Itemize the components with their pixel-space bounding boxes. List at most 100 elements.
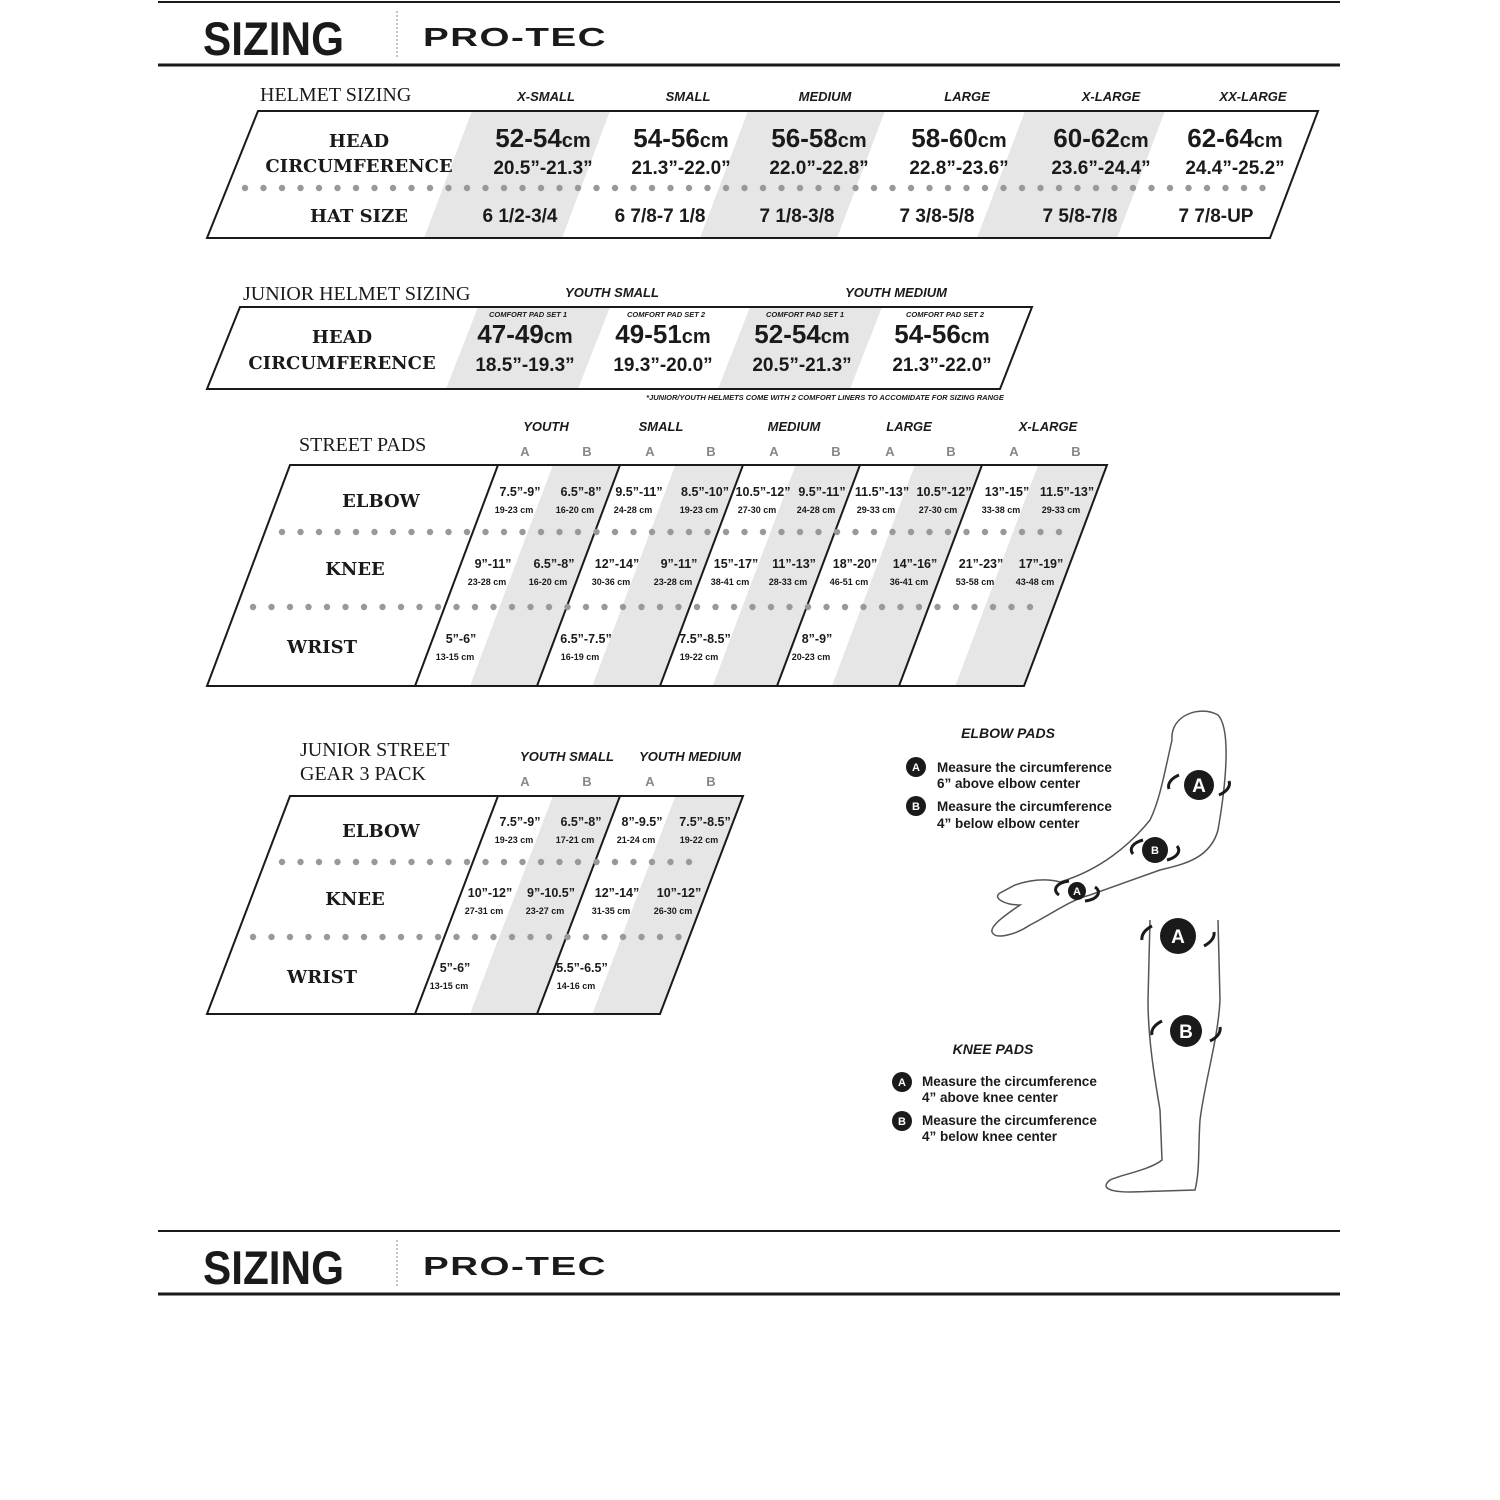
separator-dot [249,933,257,941]
cm-range: 54-56 [633,123,700,153]
junior-street-title: JUNIOR STREET [300,739,449,761]
inch-range: 7.5”-8.5” [679,632,730,646]
divider-dot [396,23,398,25]
column-a-label: A [645,774,655,789]
helmet-size-header: LARGE [944,89,990,104]
size-header: X-LARGE [1018,419,1078,434]
separator-dot [601,603,608,611]
divider-dot [396,1248,398,1250]
inch-range: 12”-14” [595,886,639,900]
separator-dot [334,528,341,536]
separator-dot [305,603,312,611]
separator-dot [564,933,571,941]
helmet-sizing-title: HELMET SIZING [260,84,411,106]
helmet-size-header: SMALL [666,89,711,104]
separator-dot [416,933,423,941]
separator-dot [323,603,331,611]
header-title: SIZING [203,14,344,66]
rotate-arrow-icon [1054,879,1070,897]
separator-dot [490,933,497,941]
separator-dot [297,184,304,192]
separator-dot [712,603,719,611]
cm-range: 29-33 cm [857,505,896,515]
knee-row-label: KNEE [325,889,385,910]
inch-range: 6.5”-8” [561,815,602,829]
separator-dot [638,603,645,611]
divider-dot [396,43,398,45]
diagram-badge-icon [1160,918,1196,954]
separator-dot [815,184,822,192]
shaded-column [700,111,885,238]
separator-dot [379,603,386,611]
separator-dot [593,184,600,192]
diagram-badge: A [1171,927,1185,948]
shaded-b-column [469,796,620,1014]
separator-dot [730,603,738,611]
rotate-arrow-icon [1209,1026,1222,1043]
inch-range: 10”-12” [468,886,512,900]
cm-unit: cm [1120,130,1149,152]
knee-instruction: 4” below knee center [922,1129,1058,1144]
shaded-b-column [955,465,1107,686]
separator-dot [241,184,249,192]
cm-range: 19-22 cm [680,652,719,662]
separator-dot [934,603,941,611]
youth-medium-header: YOUTH MEDIUM [845,285,948,300]
separator-dot [693,603,701,611]
knee-instruction: Measure the circumference [922,1074,1097,1089]
separator-dot [1092,184,1100,192]
column-b-label: B [831,444,840,459]
separator-dot [1018,184,1026,192]
inch-range: 13”-15” [985,485,1029,499]
hat-size-value: 7 1/8-3/8 [760,206,835,227]
column-a-label: A [645,444,655,459]
separator-dot [897,603,904,611]
hat-size-value: 7 5/8-7/8 [1043,206,1118,227]
cm-range: 62-64 [1187,123,1254,153]
inch-range: 7.5”-9” [500,485,541,499]
helmet-size-header: X-LARGE [1081,89,1141,104]
column-a-label: A [1009,444,1019,459]
separator-dot [527,603,534,611]
separator-dot [500,858,508,866]
separator-dot [815,528,822,536]
separator-dot [833,184,841,192]
hat-size-label: HAT SIZE [310,206,408,227]
separator-dot [268,603,275,611]
separator-dot [490,603,497,611]
separator-dot [1259,184,1266,192]
separator-dot [907,184,915,192]
separator-dot [519,858,526,866]
separator-dot [482,184,489,192]
separator-dot [408,858,415,866]
separator-dot [778,528,785,536]
inch-range: 9”-11” [661,557,698,571]
separator-dot [704,528,711,536]
separator-dot [648,184,656,192]
separator-dot [434,603,442,611]
size-header: LARGE [886,419,932,434]
separator-dot [963,184,970,192]
column-b-label: B [706,774,715,789]
separator-dot [989,603,997,611]
helmet-size-header: X-SMALL [516,89,575,104]
rotate-arrow-icon [1150,1019,1163,1036]
hat-size-value: 7 3/8-5/8 [900,206,975,227]
inch-range: 8”-9” [802,632,833,646]
divider-dot [396,27,398,29]
cm-range: 16-19 cm [561,652,600,662]
separator-dot [685,858,693,866]
cm-range: 52-54 [754,319,821,349]
cm-range: 16-20 cm [556,505,595,515]
inch-range: 9.5”-11” [615,485,662,499]
elbow-badge-icon [906,757,926,777]
cm-range: 38-41 cm [711,577,750,587]
column-divider [536,795,621,1015]
separator-dot [278,184,286,192]
separator-dot [889,528,896,536]
separator-dot [574,858,582,866]
head-inch-value: 21.3”-22.0” [631,158,730,179]
cm-range: 56-58 [771,123,838,153]
separator-dot [926,528,933,536]
